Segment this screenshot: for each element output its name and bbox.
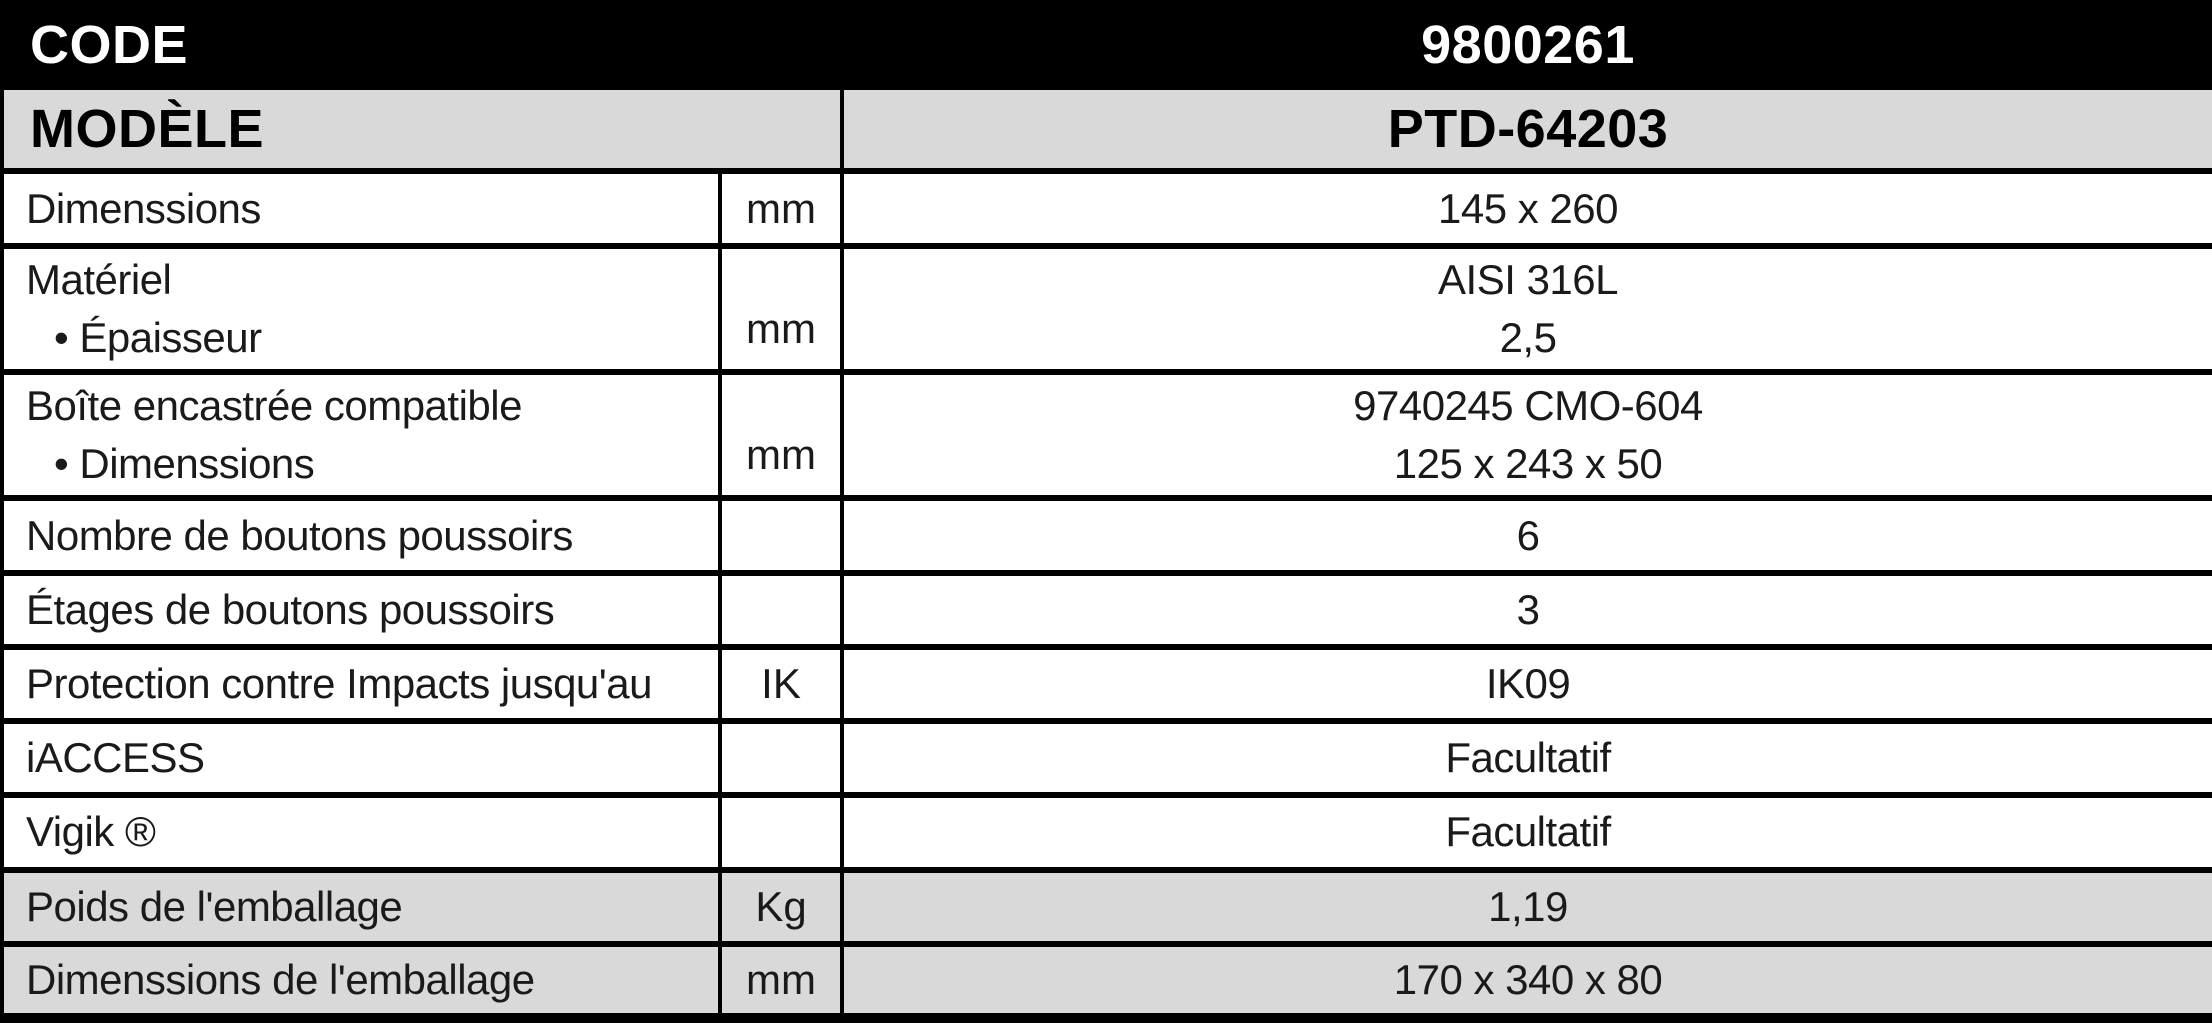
value-cell: IK09 <box>840 643 2212 725</box>
row-value: 145 x 260 <box>1438 184 1619 232</box>
unit-cell <box>717 495 845 576</box>
label-cell: Étages de boutons poussoirs <box>0 569 722 650</box>
label-cell: Matériel • Épaisseur <box>0 242 722 376</box>
row-value: 3 <box>1516 585 1540 633</box>
model-label: MODÈLE <box>30 99 265 160</box>
unit-cell <box>717 718 845 799</box>
spec-row-vigik: Vigik ® Facultatif <box>0 792 2212 873</box>
unit-cell <box>717 792 845 873</box>
row-subvalue: 2,5 <box>1499 313 1557 361</box>
model-row: MODÈLE PTD-64203 <box>0 84 2212 175</box>
label-cell: Protection contre Impacts jusqu'au <box>0 643 722 725</box>
row-label: Étages de boutons poussoirs <box>26 585 555 633</box>
unit-cell <box>717 569 845 650</box>
row-sublabel: • Dimenssions <box>54 440 315 488</box>
row-value: Facultatif <box>1445 734 1611 782</box>
code-value: 9800261 <box>1421 15 1635 76</box>
row-sublabel: • Épaisseur <box>54 313 262 361</box>
row-label: Protection contre Impacts jusqu'au <box>26 659 653 707</box>
model-value-cell: PTD-64203 <box>840 84 2212 175</box>
label-cell: Poids de l'emballage <box>0 866 722 947</box>
value-cell: 6 <box>840 495 2212 576</box>
label-cell: Dimenssions <box>0 168 722 249</box>
model-label-cell: MODÈLE <box>0 84 845 175</box>
code-value-cell: 9800261 <box>840 0 2212 91</box>
code-label-cell: CODE <box>0 0 845 91</box>
row-unit: mm <box>746 305 816 353</box>
row-label: Dimenssions de l'emballage <box>26 955 535 1003</box>
unit-cell: mm <box>717 369 845 502</box>
row-value: 6 <box>1516 511 1540 559</box>
spec-row-button-rows: Étages de boutons poussoirs 3 <box>0 569 2212 650</box>
label-cell: Dimenssions de l'emballage <box>0 940 722 1022</box>
spec-row-impact-protection: Protection contre Impacts jusqu'au IK IK… <box>0 643 2212 725</box>
row-label: Matériel <box>26 255 172 303</box>
value-cell: 9740245 CMO-604 125 x 243 x 50 <box>840 369 2212 502</box>
code-label: CODE <box>30 15 189 76</box>
value-cell: 1,19 <box>840 866 2212 947</box>
spec-row-compatible-box: Boîte encastrée compatible • Dimenssions… <box>0 369 2212 502</box>
unit-cell: IK <box>717 643 845 725</box>
row-value: Facultatif <box>1445 808 1611 856</box>
row-subvalue: 125 x 243 x 50 <box>1393 440 1663 488</box>
row-unit: Kg <box>755 882 807 930</box>
row-label: Poids de l'emballage <box>26 882 403 930</box>
value-cell: AISI 316L 2,5 <box>840 242 2212 376</box>
row-value: IK09 <box>1485 659 1571 707</box>
value-cell: Facultatif <box>840 718 2212 799</box>
row-value: 9740245 CMO-604 <box>1353 382 1703 430</box>
row-label: Boîte encastrée compatible <box>26 382 522 430</box>
spec-row-button-count: Nombre de boutons poussoirs 6 <box>0 495 2212 576</box>
row-label: Vigik ® <box>26 808 156 856</box>
row-label: iACCESS <box>26 734 205 782</box>
unit-cell: Kg <box>717 866 845 947</box>
label-cell: Boîte encastrée compatible • Dimenssions <box>0 369 722 502</box>
spec-row-material: Matériel • Épaisseur mm AISI 316L 2,5 <box>0 242 2212 376</box>
row-label: Nombre de boutons poussoirs <box>26 511 573 559</box>
spec-row-package-dimensions: Dimenssions de l'emballage mm 170 x 340 … <box>0 940 2212 1022</box>
spec-row-package-weight: Poids de l'emballage Kg 1,19 <box>0 866 2212 947</box>
unit-cell: mm <box>717 168 845 249</box>
row-unit: mm <box>746 184 816 232</box>
spec-row-iaccess: iACCESS Facultatif <box>0 718 2212 799</box>
row-unit: mm <box>746 955 816 1003</box>
unit-cell: mm <box>717 940 845 1022</box>
value-cell: Facultatif <box>840 792 2212 873</box>
label-cell: iACCESS <box>0 718 722 799</box>
unit-cell: mm <box>717 242 845 376</box>
label-cell: Nombre de boutons poussoirs <box>0 495 722 576</box>
value-cell: 3 <box>840 569 2212 650</box>
label-cell: Vigik ® <box>0 792 722 873</box>
value-cell: 170 x 340 x 80 <box>840 940 2212 1022</box>
row-value: 170 x 340 x 80 <box>1393 955 1663 1003</box>
model-value: PTD-64203 <box>1387 99 1669 160</box>
row-value: 1,19 <box>1488 882 1568 930</box>
spec-row-dimensions: Dimenssions mm 145 x 260 <box>0 168 2212 249</box>
row-label: Dimenssions <box>26 184 261 232</box>
row-unit: mm <box>746 431 816 479</box>
row-unit: IK <box>761 659 801 707</box>
value-cell: 145 x 260 <box>840 168 2212 249</box>
row-value: AISI 316L <box>1438 255 1618 303</box>
code-row: CODE 9800261 <box>0 0 2212 91</box>
